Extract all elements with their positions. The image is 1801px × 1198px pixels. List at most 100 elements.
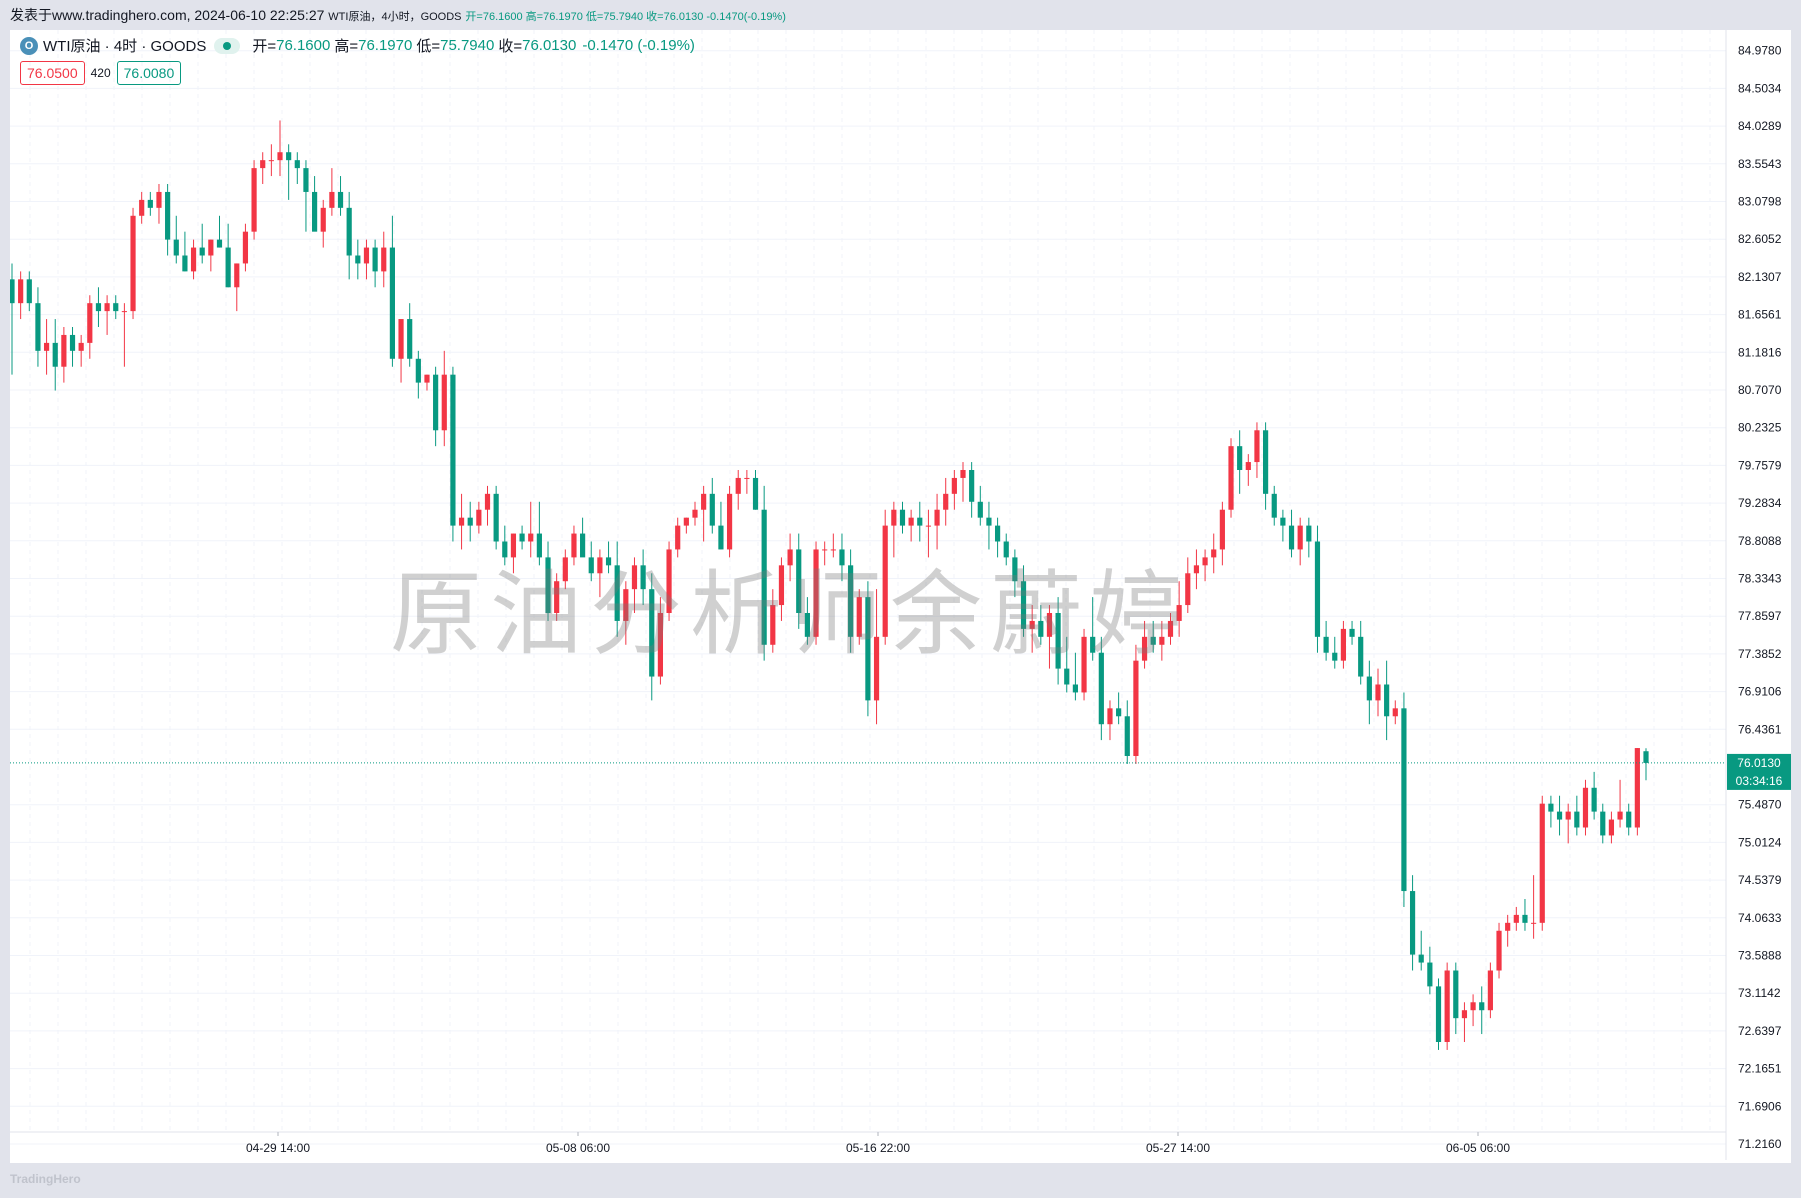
- candle-body: [355, 255, 361, 264]
- candle: [770, 589, 776, 653]
- candle: [87, 295, 93, 359]
- candle-body: [35, 303, 41, 351]
- candle: [752, 469, 759, 510]
- candle: [182, 231, 188, 272]
- candle-body: [1375, 684, 1381, 701]
- close-label: 收=: [498, 38, 523, 55]
- candle-body: [571, 533, 577, 558]
- candle-body: [1314, 541, 1321, 637]
- candle-body: [1470, 1002, 1476, 1011]
- candle: [726, 485, 733, 558]
- candle-body: [1608, 819, 1615, 836]
- candle-body: [899, 509, 906, 526]
- candle: [242, 223, 249, 272]
- candle: [1496, 922, 1502, 979]
- candle-body: [718, 525, 724, 550]
- candle-body: [398, 319, 404, 359]
- candle: [251, 160, 257, 240]
- candle: [1375, 668, 1381, 717]
- candle: [562, 549, 568, 590]
- candle: [1029, 605, 1035, 653]
- candle-body: [1306, 525, 1312, 542]
- candle-body: [813, 549, 819, 637]
- candle-body: [804, 612, 810, 637]
- sell-button[interactable]: 76.0500: [20, 61, 85, 85]
- x-tick-label: 05-08 06:00: [546, 1141, 610, 1155]
- candle: [1435, 978, 1442, 1050]
- candlestick-chart[interactable]: 85.452584.978084.503484.028983.554383.07…: [10, 30, 1791, 1163]
- candle: [744, 469, 750, 494]
- candle: [519, 525, 525, 550]
- candle: [761, 485, 767, 661]
- candle-body: [528, 533, 534, 542]
- candle: [1340, 620, 1347, 669]
- y-tick-label: 73.1142: [1738, 986, 1781, 1000]
- chart-panel[interactable]: 85.452584.978084.503484.028983.554383.07…: [10, 30, 1791, 1163]
- candle-body: [1245, 462, 1251, 470]
- candle-body: [1072, 684, 1078, 693]
- candle-body: [1202, 557, 1208, 566]
- candle-body: [554, 581, 560, 613]
- candle: [268, 144, 274, 177]
- market-status-icon[interactable]: [214, 37, 241, 54]
- candle: [329, 168, 335, 216]
- candle: [969, 462, 975, 518]
- candle-body: [1332, 652, 1338, 661]
- candle: [1167, 612, 1174, 645]
- candle-body: [1556, 811, 1563, 820]
- tradinghero-logo: TradingHero: [10, 1172, 81, 1186]
- candle: [458, 493, 465, 550]
- candle-body: [450, 374, 456, 526]
- candle-body: [1600, 811, 1606, 836]
- candle: [1254, 422, 1260, 478]
- candle: [1522, 898, 1528, 931]
- candle-body: [778, 565, 785, 606]
- candle: [303, 160, 309, 232]
- candle-body: [69, 334, 76, 351]
- candle: [450, 366, 456, 542]
- candle-body: [657, 612, 664, 677]
- candle: [1418, 930, 1424, 971]
- candle: [1470, 994, 1476, 1027]
- candle-body: [1496, 930, 1502, 971]
- candle: [1081, 628, 1087, 701]
- candle: [588, 541, 594, 582]
- candle: [294, 152, 300, 185]
- candle: [130, 207, 136, 320]
- candle: [467, 501, 473, 542]
- candle: [1427, 946, 1433, 995]
- candle-body: [969, 469, 975, 502]
- candle-body: [1185, 573, 1191, 606]
- candle-body: [1038, 620, 1044, 637]
- candle: [856, 589, 862, 645]
- candle: [1090, 597, 1096, 661]
- candle: [389, 215, 395, 367]
- candle-body: [1003, 541, 1009, 558]
- candle-body: [873, 636, 880, 701]
- candle: [208, 239, 214, 272]
- y-tick-label: 80.7070: [1738, 383, 1782, 397]
- y-tick-label: 72.6397: [1738, 1024, 1782, 1038]
- y-tick-label: 84.9780: [1738, 44, 1782, 58]
- candle-body: [960, 469, 966, 478]
- candle-body: [623, 589, 629, 621]
- candle-body: [1634, 748, 1640, 828]
- candle-body: [510, 533, 517, 558]
- buy-button[interactable]: 76.0080: [116, 61, 182, 85]
- candle-body: [467, 517, 473, 526]
- symbol-title[interactable]: WTI原油 · 4时 · GOODS: [43, 38, 207, 55]
- candle-body: [502, 541, 508, 558]
- candle: [778, 557, 785, 621]
- candle-body: [1427, 962, 1433, 987]
- candle-body: [865, 597, 871, 701]
- candle-body: [1193, 565, 1200, 574]
- candle-body: [165, 191, 171, 240]
- candle-body: [631, 565, 638, 590]
- candle: [839, 533, 845, 582]
- candle: [121, 303, 127, 367]
- x-tick-label: 04-29 14:00: [246, 1141, 310, 1155]
- candle-body: [95, 303, 102, 312]
- y-tick-label: 81.1816: [1738, 345, 1782, 359]
- candle-body: [796, 549, 802, 613]
- quote-panel: 76.0500 420 76.0080: [20, 61, 182, 85]
